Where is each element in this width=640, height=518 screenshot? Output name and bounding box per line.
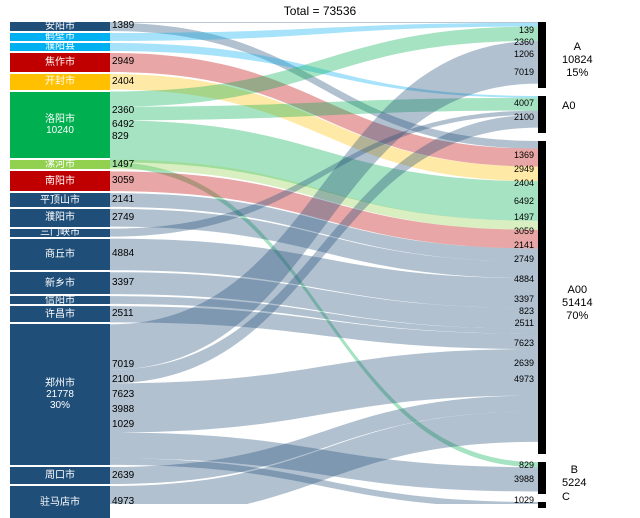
target-label-3: B5224 xyxy=(562,464,586,490)
source-1: 鹤壁市 xyxy=(10,33,110,41)
mid-value: 2749 xyxy=(500,255,534,264)
target-2 xyxy=(538,141,546,454)
mid-value: 3059 xyxy=(500,227,534,236)
source-value: 2639 xyxy=(112,471,134,481)
source-value: 3988 xyxy=(112,405,134,415)
link xyxy=(110,22,538,23)
source-value: 4973 xyxy=(112,497,134,507)
mid-value: 7623 xyxy=(500,339,534,348)
source-value: 2949 xyxy=(112,57,134,67)
source-value: 2100 xyxy=(112,375,134,385)
target-label-1: A0 xyxy=(562,100,575,113)
mid-value: 1497 xyxy=(500,213,534,222)
mid-value: 3397 xyxy=(500,295,534,304)
source-7: 南阳市 xyxy=(10,171,110,191)
source-17: 驻马店市 xyxy=(10,486,110,518)
source-15: 郑州市2177830% xyxy=(10,324,110,465)
source-13: 信阳市 xyxy=(10,296,110,304)
target-label-4: C xyxy=(562,491,570,504)
mid-value: 823 xyxy=(500,307,534,316)
target-4 xyxy=(538,502,546,508)
mid-value: 829 xyxy=(500,461,534,470)
mid-value: 1206 xyxy=(500,50,534,59)
sankey-chart: Total = 73536 安阳市鹤壁市濮阳县焦作市开封市洛阳市10240漯河市… xyxy=(0,0,640,504)
mid-value: 139 xyxy=(500,26,534,35)
source-value: 1497 xyxy=(112,160,134,170)
mid-value: 2639 xyxy=(500,359,534,368)
target-label-2: A005141470% xyxy=(562,284,593,324)
mid-value: 2100 xyxy=(500,113,534,122)
source-2: 濮阳县 xyxy=(10,43,110,51)
source-value: 829 xyxy=(112,132,129,142)
mid-value: 2511 xyxy=(500,319,534,328)
source-6: 漯河市 xyxy=(10,160,110,170)
source-0: 安阳市 xyxy=(10,22,110,31)
source-10: 三门峡市 xyxy=(10,229,110,237)
source-value: 1389 xyxy=(112,21,134,31)
source-8: 平顶山市 xyxy=(10,193,110,207)
target-0 xyxy=(538,22,546,88)
source-value: 2749 xyxy=(112,213,134,223)
source-value: 7623 xyxy=(112,390,134,400)
source-value: 1029 xyxy=(112,420,134,430)
source-value: 7019 xyxy=(112,360,134,370)
mid-value: 6492 xyxy=(500,197,534,206)
source-value: 2511 xyxy=(112,309,134,319)
source-12: 新乡市 xyxy=(10,272,110,294)
source-4: 开封市 xyxy=(10,74,110,90)
source-value: 4884 xyxy=(112,249,134,259)
source-value: 2141 xyxy=(112,195,134,205)
source-11: 商丘市 xyxy=(10,239,110,271)
source-9: 濮阳市 xyxy=(10,209,110,227)
source-14: 许昌市 xyxy=(10,306,110,322)
mid-value: 7019 xyxy=(500,68,534,77)
mid-value: 4973 xyxy=(500,375,534,384)
mid-value: 2404 xyxy=(500,179,534,188)
target-1 xyxy=(538,96,546,133)
source-value: 3397 xyxy=(112,278,134,288)
source-3: 焦作市 xyxy=(10,53,110,72)
target-label-0: A1082415% xyxy=(562,41,593,81)
mid-value: 4884 xyxy=(500,275,534,284)
mid-value: 3988 xyxy=(500,475,534,484)
mid-value: 2949 xyxy=(500,165,534,174)
source-value: 2404 xyxy=(112,77,134,87)
source-value: 3059 xyxy=(112,176,134,186)
source-16: 周口市 xyxy=(10,467,110,484)
mid-value: 4007 xyxy=(500,99,534,108)
mid-value: 1369 xyxy=(500,151,534,160)
mid-value: 2360 xyxy=(500,38,534,47)
source-5: 洛阳市10240 xyxy=(10,92,110,158)
source-value: 2360 xyxy=(112,106,134,116)
target-3 xyxy=(538,462,546,494)
mid-value: 2141 xyxy=(500,241,534,250)
source-value: 6492 xyxy=(112,120,134,130)
